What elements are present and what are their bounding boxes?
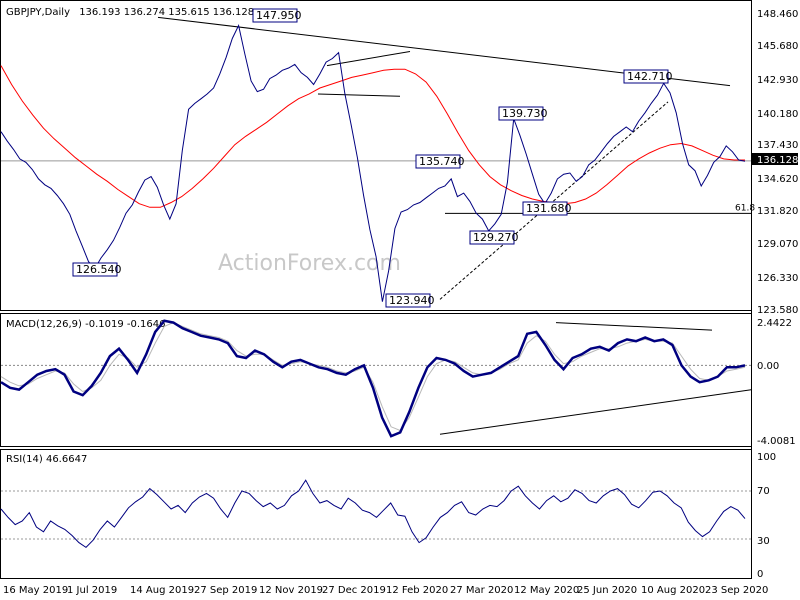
price-level-label: 135.740 xyxy=(419,155,465,168)
price-level-box xyxy=(252,8,298,23)
price-tick: 140.180 xyxy=(757,109,798,120)
x-tick: 27 Sep 2019 xyxy=(194,585,257,596)
price-tick: 145.680 xyxy=(757,41,798,52)
price-tick: 126.330 xyxy=(757,273,798,284)
price-level-box xyxy=(498,106,544,121)
rsi-line xyxy=(0,479,746,549)
price-level-box xyxy=(72,262,118,277)
x-tick: 25 Jun 2020 xyxy=(577,585,637,596)
price-tick: 129.070 xyxy=(757,239,798,250)
price-tick: 142.930 xyxy=(757,75,798,86)
x-tick: 1 Jul 2019 xyxy=(67,585,117,596)
price-level-box xyxy=(415,154,461,169)
macd-tick: 0.00 xyxy=(757,361,779,372)
retracement-label: 61.8 xyxy=(735,203,755,213)
x-axis: 16 May 2019 1 Jul 2019 14 Aug 2019 27 Se… xyxy=(3,585,768,596)
rsi-pane xyxy=(0,449,752,579)
x-tick: 14 Aug 2019 xyxy=(130,585,194,596)
price-tick: 137.430 xyxy=(757,140,798,151)
ohlc-values: 136.193 136.274 135.615 136.128 xyxy=(79,7,254,18)
x-tick: 27 Mar 2020 xyxy=(450,585,513,596)
rsi-title: RSI(14) 46.6647 xyxy=(6,454,87,465)
price-y-axis: 148.460 145.680 142.930 140.180 137.430 … xyxy=(757,9,798,316)
price-level-label: 142.710 xyxy=(627,70,673,83)
price-series-layer: 61.8 xyxy=(0,16,755,302)
macd-title: MACD(12,26,9) -0.1019 -0.1646 xyxy=(6,319,166,330)
price-tick: 131.820 xyxy=(757,206,798,217)
macd-tick: 2.4422 xyxy=(757,318,792,329)
price-level-label: 126.540 xyxy=(76,263,122,276)
price-line xyxy=(0,23,746,302)
price-level-label: 131.680 xyxy=(526,202,572,215)
price-level-label: 139.730 xyxy=(502,107,548,120)
price-tick: 123.580 xyxy=(757,305,798,316)
macd-tick: -4.0081 xyxy=(757,436,796,447)
x-tick: 12 Nov 2019 xyxy=(259,585,323,596)
macd-main-line xyxy=(0,319,746,438)
macd-y-axis: 2.4422 0.00 -4.0081 xyxy=(757,318,796,447)
macd-pane xyxy=(0,313,752,447)
rsi-tick: 100 xyxy=(757,452,776,463)
rsi-series-layer xyxy=(0,479,751,549)
price-level-label: 147.950 xyxy=(256,9,302,22)
x-tick: 10 Aug 2020 xyxy=(641,585,705,596)
x-tick: 23 Sep 2020 xyxy=(705,585,768,596)
channel-upper xyxy=(326,50,411,67)
price-level-box xyxy=(522,201,568,216)
price-title: GBPJPY,Daily 136.193 136.274 135.615 136… xyxy=(6,7,254,18)
last-price-tag xyxy=(752,153,798,165)
price-tick: 134.620 xyxy=(757,174,798,185)
price-level-label: 129.270 xyxy=(473,231,519,244)
macd-series-layer xyxy=(0,319,753,438)
channel-lower xyxy=(317,93,401,97)
x-tick: 16 May 2019 xyxy=(3,585,68,596)
rsi-y-axis: 100 70 30 0 xyxy=(757,452,776,580)
support-trendline-dashed xyxy=(439,101,669,300)
price-tick: 148.460 xyxy=(757,9,798,20)
price-level-box xyxy=(623,69,669,84)
price-annotations-layer: 147.950 142.710 139.730 135.740 131.680 129.2… xyxy=(72,8,673,308)
rsi-tick: 0 xyxy=(757,569,763,580)
macd-support-trendline xyxy=(439,389,753,435)
price-level-box xyxy=(469,230,515,245)
watermark-text: ActionForex.com xyxy=(218,251,401,276)
x-tick: 12 Feb 2020 xyxy=(386,585,448,596)
rsi-tick: 30 xyxy=(757,536,770,547)
macd-signal-line xyxy=(0,322,746,432)
x-tick: 12 May 2020 xyxy=(514,585,579,596)
moving-average-line xyxy=(0,65,745,208)
x-tick: 27 Dec 2019 xyxy=(322,585,386,596)
rsi-tick: 70 xyxy=(757,486,770,497)
price-level-label: 123.940 xyxy=(389,294,435,307)
macd-resistance-trendline xyxy=(555,322,713,331)
last-price-value: 136.128 xyxy=(757,155,798,166)
symbol-label: GBPJPY,Daily xyxy=(6,7,70,18)
price-level-box xyxy=(385,293,431,308)
